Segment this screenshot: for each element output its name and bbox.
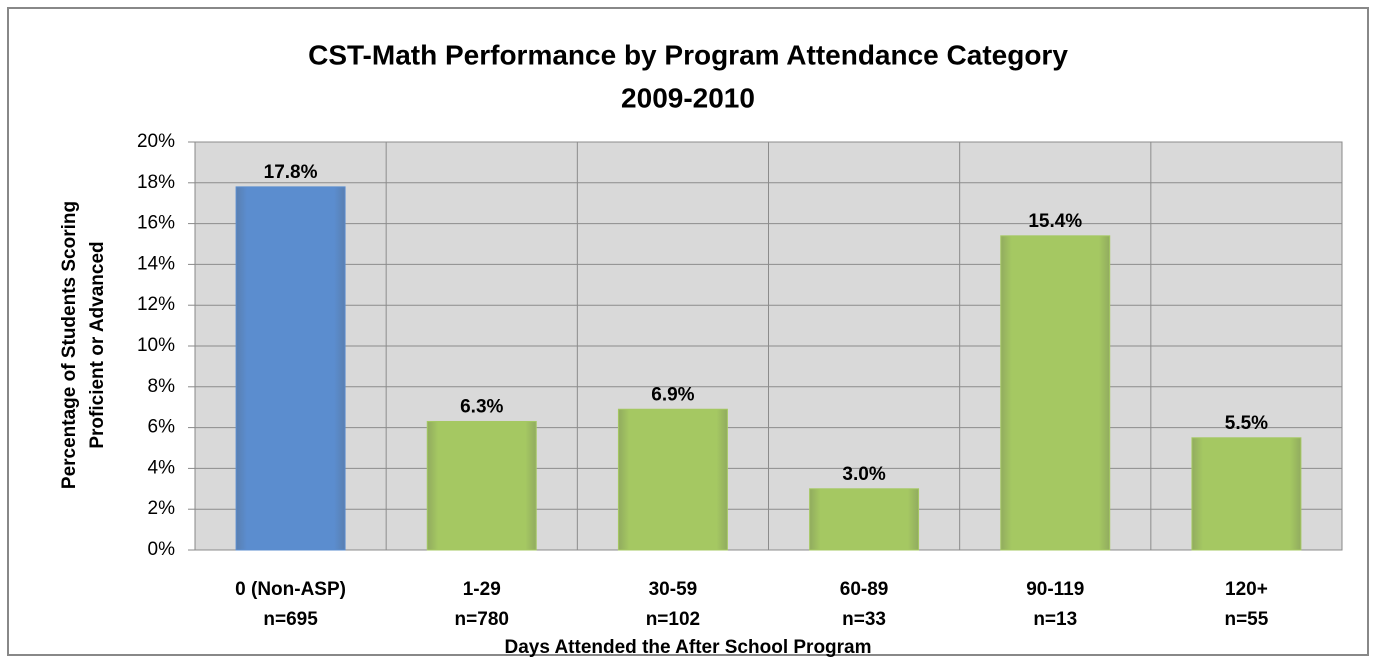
bar xyxy=(809,488,920,551)
y-tick-label: 16% xyxy=(137,213,175,234)
x-tick-label: 0 (Non-ASP) xyxy=(235,579,346,600)
y-axis-title-line: Proficient or Advanced xyxy=(87,241,108,448)
chart-title: CST-Math Performance by Program Attendan… xyxy=(308,39,1068,70)
x-tick-label: n=55 xyxy=(1224,609,1268,630)
y-tick-label: 18% xyxy=(137,172,175,193)
data-label: 17.8% xyxy=(264,162,318,183)
x-tick-label: n=102 xyxy=(646,609,700,630)
x-tick-label: 30-59 xyxy=(649,579,698,600)
y-tick-label: 14% xyxy=(137,253,175,274)
y-axis-title: Percentage of Students Scoring Proficien… xyxy=(59,201,108,489)
y-tick-label: 10% xyxy=(137,335,175,356)
y-tick-label: 4% xyxy=(148,457,176,478)
y-tick-label: 6% xyxy=(148,417,176,438)
bar xyxy=(1000,235,1111,551)
y-tick-label: 20% xyxy=(137,131,175,152)
x-tick-label: n=695 xyxy=(263,609,318,630)
x-tick-label: 120+ xyxy=(1225,579,1268,600)
data-label: 15.4% xyxy=(1028,211,1082,232)
x-tick-label: n=780 xyxy=(455,609,509,630)
y-tick-label: 0% xyxy=(148,539,176,560)
x-tick-label: 60-89 xyxy=(840,579,889,600)
x-tick-label: 90-119 xyxy=(1026,579,1084,600)
x-tick-label: n=13 xyxy=(1033,609,1077,630)
y-axis-title-line: Percentage of Students Scoring xyxy=(59,201,80,489)
data-label: 5.5% xyxy=(1225,413,1268,434)
data-label: 3.0% xyxy=(842,464,885,485)
y-tick-label: 12% xyxy=(137,294,175,315)
bar xyxy=(1191,437,1302,551)
data-label: 6.3% xyxy=(460,396,503,417)
bar xyxy=(235,186,346,551)
bar xyxy=(617,408,728,551)
chart-subtitle: 2009-2010 xyxy=(621,82,755,113)
x-tick-label: 1-29 xyxy=(463,579,501,600)
x-axis-title: Days Attended the After School Program xyxy=(504,637,871,658)
y-tick-label: 2% xyxy=(148,498,176,519)
x-tick-label: n=33 xyxy=(842,609,886,630)
data-label: 6.9% xyxy=(651,384,694,405)
bar xyxy=(426,420,537,551)
y-tick-label: 8% xyxy=(148,376,176,397)
